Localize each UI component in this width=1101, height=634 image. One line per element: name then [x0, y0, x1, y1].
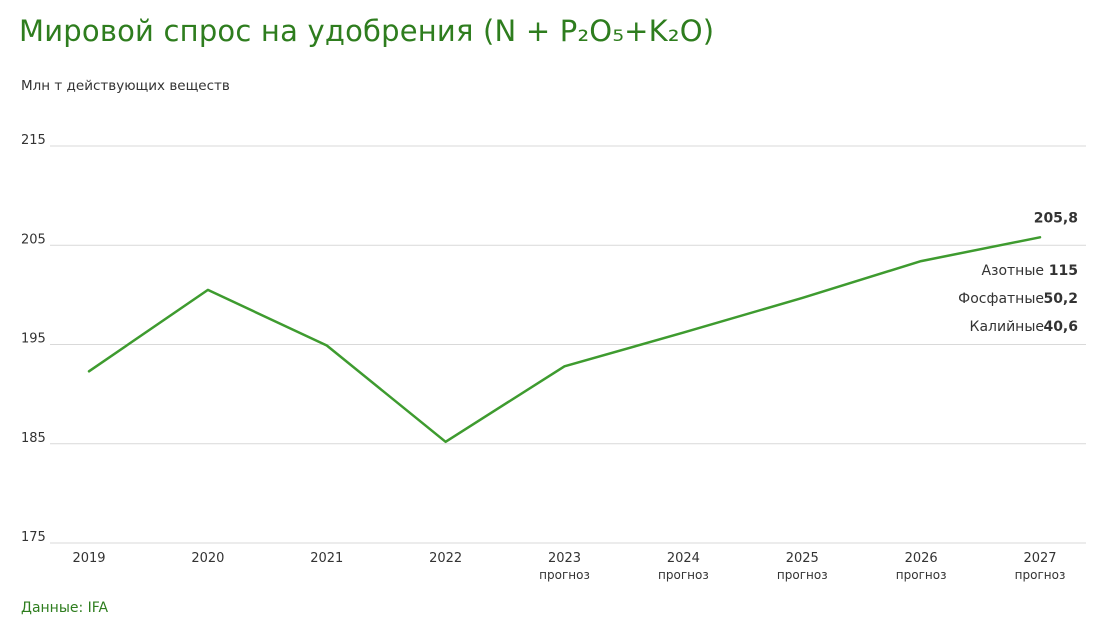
series-line — [87, 236, 1042, 444]
x-tick-label-2020: 2020 — [191, 551, 224, 566]
x-tick-sublabel-2027: прогноз — [1015, 568, 1066, 582]
breakdown-value-0: 115 — [1049, 263, 1078, 279]
y-tick-labels: 175 185 195 205 215 — [21, 133, 46, 545]
data-source: Данные: IFA — [21, 600, 109, 616]
x-tick-label-2019: 2019 — [72, 551, 105, 566]
y-tick-label-175: 175 — [21, 530, 46, 545]
x-tick-label-2021: 2021 — [310, 551, 343, 566]
x-tick-label-2025: 2025 — [786, 551, 819, 566]
breakdown-name-2: Калийные — [970, 319, 1044, 335]
data-label-2027: 205,8 — [1034, 210, 1078, 226]
y-tick-label-195: 195 — [21, 332, 46, 347]
data-labels: 205,8 Азотные 115 Фосфатные 50,2 Калийные 40,6 — [958, 210, 1078, 335]
breakdown-value-1: 50,2 — [1043, 291, 1078, 307]
y-tick-label-185: 185 — [21, 431, 46, 446]
x-tick-label-2026: 2026 — [905, 551, 938, 566]
x-tick-label-2022: 2022 — [429, 551, 462, 566]
x-tick-label-2024: 2024 — [667, 551, 700, 566]
grid-lines — [50, 145, 1086, 544]
x-tick-sublabel-2024: прогноз — [658, 568, 709, 582]
y-tick-label-215: 215 — [21, 133, 46, 148]
x-tick-sublabel-2023: прогноз — [539, 568, 590, 582]
x-tick-sublabel-2026: прогноз — [896, 568, 947, 582]
series-line-total-demand — [87, 236, 1042, 444]
x-tick-label-2023: 2023 — [548, 551, 581, 566]
y-axis-unit-label: Млн т действующих веществ — [21, 78, 230, 94]
x-tick-sublabel-2025: прогноз — [777, 568, 828, 582]
chart-title: Мировой спрос на удобрения (N + P₂O₅+K₂O… — [19, 14, 715, 48]
breakdown-name-0: Азотные — [981, 263, 1044, 279]
x-tick-labels: 2019 2020 2021 2022 2023 прогноз 2024 прогноз 20… — [72, 551, 1065, 582]
y-tick-label-205: 205 — [21, 232, 46, 247]
breakdown-name-1: Фосфатные — [958, 291, 1044, 307]
x-tick-label-2027: 2027 — [1023, 551, 1056, 566]
breakdown-value-2: 40,6 — [1043, 319, 1078, 335]
